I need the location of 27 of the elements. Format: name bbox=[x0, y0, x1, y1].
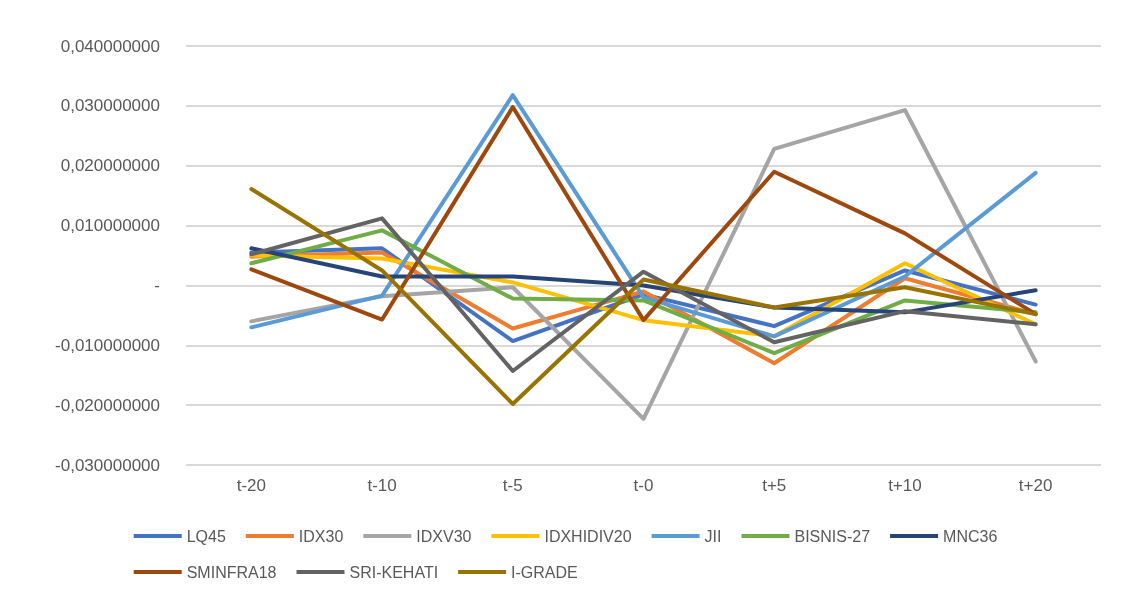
line-series bbox=[249, 216, 1038, 374]
legend-label: SRI-KEHATI bbox=[349, 563, 439, 581]
x-tick-label: t-5 bbox=[502, 476, 523, 495]
x-tick-label: t+20 bbox=[1018, 476, 1053, 495]
x-tick-label: t+10 bbox=[888, 476, 922, 495]
y-tick-label: - bbox=[154, 275, 160, 295]
legend-label: LQ45 bbox=[186, 527, 226, 545]
legend-label: BISNIS-27 bbox=[794, 527, 871, 545]
x-tick-label: t-10 bbox=[367, 476, 397, 495]
y-tick-label: -0,020000000 bbox=[55, 395, 160, 415]
y-tick-label: 0,040000000 bbox=[60, 36, 160, 56]
x-tick-label: t-0 bbox=[633, 476, 654, 495]
legend-label: IDXV30 bbox=[416, 527, 472, 545]
legend-label: I-GRADE bbox=[511, 563, 578, 581]
y-tick-label: 0,020000000 bbox=[60, 156, 160, 176]
y-tick-label: 0,010000000 bbox=[60, 216, 160, 236]
legend-label: IDXHIDIV20 bbox=[544, 527, 632, 545]
y-tick-label: -0,030000000 bbox=[55, 455, 160, 475]
legend-label: JII bbox=[704, 527, 722, 545]
line-series bbox=[249, 187, 1038, 406]
x-tick-label: t-20 bbox=[236, 476, 267, 495]
legend-label: MNC36 bbox=[943, 527, 998, 545]
legend-label: IDX30 bbox=[298, 527, 344, 545]
x-tick-label: t+5 bbox=[762, 476, 787, 495]
y-tick-label: -0,010000000 bbox=[55, 335, 160, 355]
y-tick-label: 0,030000000 bbox=[60, 96, 160, 116]
legend-label: SMINFRA18 bbox=[186, 563, 277, 581]
